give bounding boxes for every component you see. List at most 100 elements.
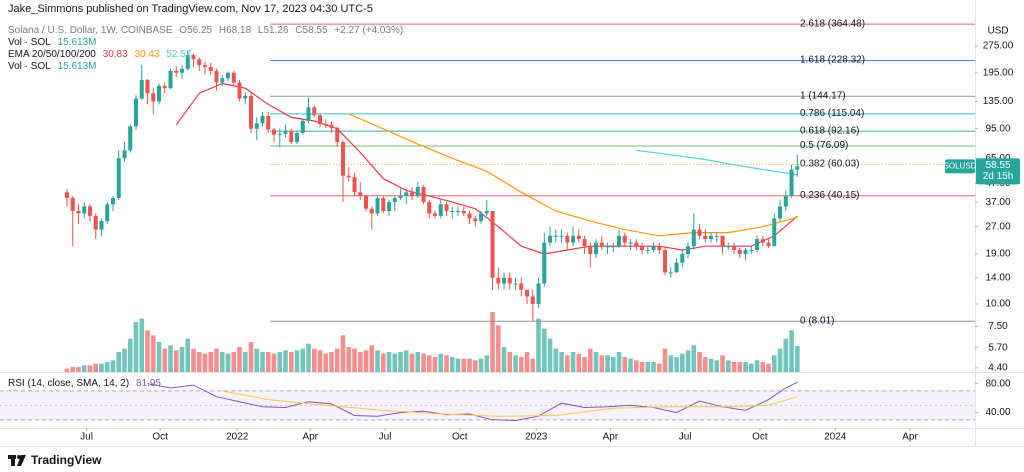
candle-body [565,235,570,243]
volume-bar [208,352,214,372]
volume-bar [737,362,743,372]
candle-body [260,115,265,124]
volume-bar [754,360,760,372]
candle-body [214,70,219,83]
volume-bar [294,350,300,372]
candle-body [502,277,507,284]
fib-label: 0.5 (76.09) [800,140,848,151]
candle-body [691,229,696,247]
candle-body [507,277,512,284]
x-tick-label: Jul [379,432,392,443]
candle-body [732,246,737,251]
candle-body [335,127,340,143]
candle-body [674,262,679,273]
candle-body [203,65,208,68]
candle-body [651,246,656,251]
ohlc-open: O56.25 [179,25,213,36]
candle-body [404,192,409,197]
x-tick-label: Apr [603,432,619,443]
ema-line [636,149,798,176]
candle-body [369,208,374,214]
volume-bar [168,345,173,372]
candle-body [105,204,110,222]
x-tick-label: 2024 [824,432,847,443]
y-tick-label: 135.00 [983,96,1014,107]
volume-bar [122,348,127,372]
volume-bar [679,353,685,372]
candle-body [484,211,489,214]
candle-body [243,95,248,99]
candle-body [456,211,461,213]
candle-body [594,242,599,254]
candle-body [87,206,92,216]
volume-bar [323,353,329,372]
volume-bar [225,353,231,372]
candle-body [680,253,685,263]
volume-value: 15.613M [57,61,97,72]
candle-body [237,82,242,99]
volume-bar [703,357,708,372]
volume-bar [288,352,294,372]
publisher: Jake_Simmons published on TradingView.co… [8,3,373,15]
candle-body [479,213,484,222]
symbol-title: Solana / U.S. Dollar, 1W, COINBASE [8,25,173,36]
logo-part [17,455,26,466]
candle-body [421,186,426,203]
volume-bar [150,335,156,372]
fib-label: 0 (8.01) [800,315,834,326]
volume-bar [472,360,478,372]
volume-bar [587,348,593,372]
candle-body [226,72,231,79]
candle-body [473,218,478,222]
volume-bar [633,360,639,372]
candle-body [427,202,432,214]
volume-bar [306,343,311,372]
volume-bar [760,362,766,372]
volume-bar [283,350,288,372]
candle-body [571,235,576,243]
volume-bar [277,352,283,372]
candle-body [599,242,604,247]
candle-body [605,246,610,248]
candle-body [185,55,190,69]
volume-bar [507,352,513,372]
candle-body [220,78,225,83]
volume-bar [726,360,731,372]
candle-body [726,246,731,248]
volume-bar [87,365,93,372]
volume-bar [645,362,651,372]
candle-body [760,239,765,243]
volume-bar [714,360,720,372]
candle-body [519,283,524,290]
candle-body [249,95,254,129]
rsi-line [222,390,798,417]
candle-body [513,283,518,285]
x-tick-label: Apr [902,432,918,443]
candle-body [180,68,185,73]
candle-body [703,235,708,240]
volume-bar [697,352,702,372]
candle-body [410,192,415,197]
volume-bar [369,345,375,372]
candle-body [398,196,403,199]
candle-body [346,175,351,178]
volume-bar [438,353,444,372]
candle-body [461,211,466,214]
candle-body [622,235,627,243]
candle-body [536,283,541,304]
ema-line [348,113,798,237]
x-tick-label: Oct [152,432,168,443]
volume-bar [541,328,547,372]
volume-bar [455,358,461,372]
volume-bar [340,335,346,372]
candle-body [766,242,771,247]
volume-bar [76,367,81,372]
brand-logo [8,455,26,466]
candle-body [341,142,346,176]
x-tick-label: Jul [80,432,93,443]
volume-name: Vol · SOL [8,37,51,48]
volume-bar [674,357,679,372]
ema-legend: EMA 20/50/100/200 30.83 30.43 52.57 [8,49,195,60]
candle-body [433,213,438,216]
